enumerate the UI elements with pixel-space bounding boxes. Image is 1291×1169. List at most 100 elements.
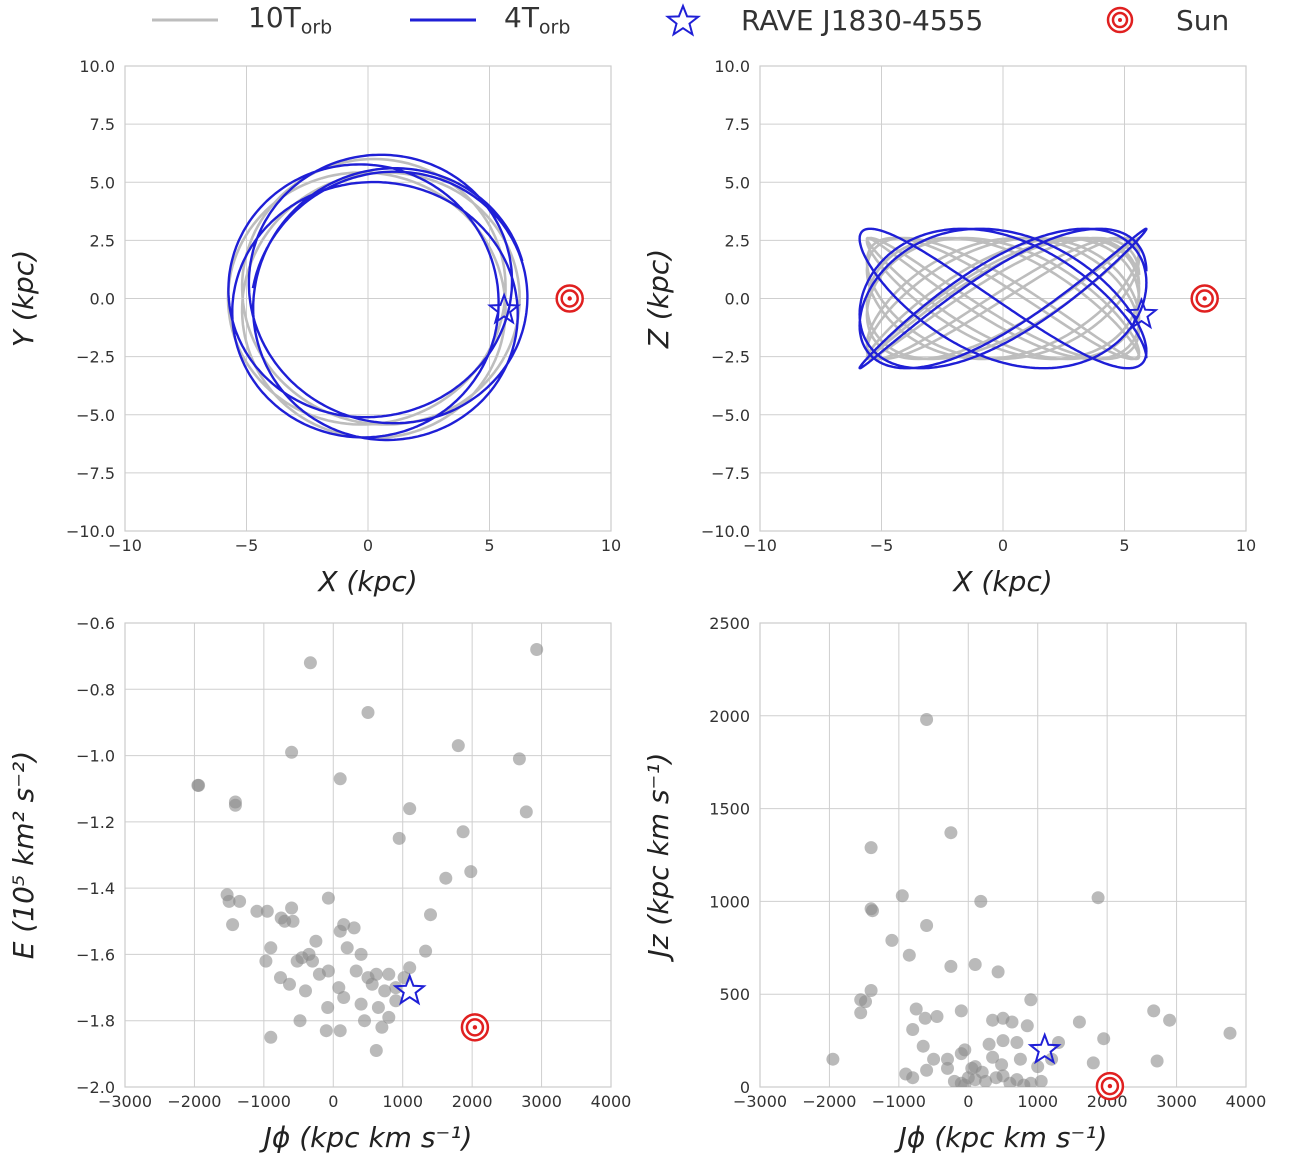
legend-item-10torb: 10Torb: [150, 1, 332, 39]
scatter-point: [918, 1011, 932, 1025]
scatter-point: [1020, 1019, 1034, 1033]
legend-line-blue-icon: [410, 18, 476, 22]
scatter-point: [233, 894, 247, 908]
scatter-point: [920, 919, 934, 932]
scatter-point: [378, 984, 392, 998]
x-tick-label: 5: [484, 536, 494, 555]
scatter-point: [916, 1039, 930, 1053]
y-tick-label: 0.0: [90, 290, 115, 309]
scatter-point: [1013, 1052, 1027, 1066]
scatter-point: [519, 805, 533, 819]
rave-star-marker: [1124, 296, 1159, 330]
legend-item-4torb: 4Torb: [408, 1, 570, 39]
x-tick-label: 3000: [521, 1092, 562, 1111]
legend-line-gray-icon: [152, 18, 218, 22]
y-tick-label: −7.5: [711, 464, 750, 483]
y-tick-label: −1.2: [76, 813, 115, 832]
scatter-point: [1052, 1036, 1065, 1049]
legend-label-rave: RAVE J1830-4555: [741, 3, 984, 37]
x-tick-label: 4000: [1226, 1092, 1267, 1111]
scatter-point: [264, 1030, 278, 1044]
scatter-point: [530, 643, 544, 656]
scatter-point: [1097, 1032, 1111, 1046]
rave-star-marker: [1027, 1032, 1062, 1065]
y-tick-label: 2000: [709, 707, 750, 726]
scatter-point: [259, 954, 273, 968]
y-tick-label: 0: [740, 1078, 750, 1097]
y-tick-label: −1.6: [76, 945, 115, 964]
sun-icon: [1106, 6, 1134, 34]
y-tick-label: −1.8: [76, 1012, 115, 1031]
x-axis-label: X (kpc): [316, 565, 417, 598]
x-tick-label: −2000: [802, 1092, 856, 1111]
scatter-point: [309, 934, 323, 948]
scatter-point: [944, 959, 958, 973]
scatter-point: [979, 1074, 993, 1087]
scatter-point: [991, 965, 1005, 979]
scatter-point: [283, 977, 296, 991]
plot-area: [125, 623, 611, 1087]
scatter-point: [354, 947, 368, 961]
scatter-point: [1024, 993, 1038, 1007]
scatter-point: [954, 1047, 968, 1061]
x-tick-label: 4000: [591, 1092, 632, 1111]
scatter-point: [321, 964, 335, 978]
legend-item-sun: Sun: [1102, 2, 1229, 38]
plot-content: [858, 227, 1148, 370]
x-tick-label: 1000: [1017, 1092, 1058, 1111]
scatter-point: [375, 1020, 389, 1034]
rave-star-marker: [487, 292, 521, 325]
scatter-point: [1010, 1036, 1024, 1049]
scatter-point: [1163, 1013, 1177, 1027]
y-tick-label: −5.0: [711, 406, 750, 425]
y-axis-label: Z (kpc): [642, 249, 675, 349]
scatter-point: [333, 772, 347, 786]
scatter-point: [264, 941, 278, 955]
plot-frame: [759, 65, 1247, 532]
x-tick-label: 0: [998, 536, 1008, 555]
scatter-point: [1005, 1015, 1019, 1029]
y-tick-label: 5.0: [725, 173, 750, 192]
scatter-point: [332, 981, 346, 995]
scatter-point: [968, 1060, 982, 1074]
scatter-point: [906, 1071, 920, 1085]
sun-marker: [1190, 284, 1219, 313]
scatter-point: [1034, 1074, 1048, 1087]
scatter-point: [191, 778, 205, 792]
scatter-point: [306, 954, 319, 968]
scatter-point: [1031, 1060, 1045, 1074]
sun-marker: [555, 284, 584, 313]
scatter-point: [403, 961, 417, 975]
x-tick-label: 3000: [1156, 1092, 1197, 1111]
scatter-point: [1150, 1054, 1164, 1068]
scatter-point: [392, 831, 406, 845]
plot-content: [826, 713, 1237, 1087]
scatter-point: [866, 904, 879, 918]
scatter-point: [333, 924, 347, 938]
y-tick-label: −1.0: [76, 747, 115, 766]
scatter-point: [895, 889, 909, 903]
y-tick-label: 1000: [709, 892, 750, 911]
x-tick-label: −10: [108, 536, 142, 555]
y-tick-label: −0.6: [76, 614, 115, 633]
scatter-point: [260, 904, 274, 918]
legend-label-sun: Sun: [1176, 3, 1230, 37]
scatter-point: [995, 1058, 1009, 1072]
x-tick-label: 0: [363, 536, 373, 555]
scatter-point: [920, 713, 934, 726]
scatter-point: [382, 967, 396, 981]
rave-star-marker: [392, 973, 427, 1006]
scatter-point: [1091, 891, 1105, 905]
scatter-point: [274, 971, 287, 985]
plot-frame: [124, 65, 612, 532]
scatter-point: [941, 1052, 954, 1066]
scatter-point: [222, 894, 236, 908]
scatter-point: [439, 871, 453, 885]
scatter-point: [321, 1001, 335, 1014]
scatter-point: [1045, 1052, 1059, 1066]
chart-e-jphi: −3000 −2000 −1000 0 1000 2000 3000 4000 −2.0 −1.8…: [7, 614, 631, 1154]
y-axis-label: Y (kpc): [7, 250, 40, 347]
scatter-point: [968, 958, 982, 971]
scatter-point: [986, 1013, 1000, 1027]
